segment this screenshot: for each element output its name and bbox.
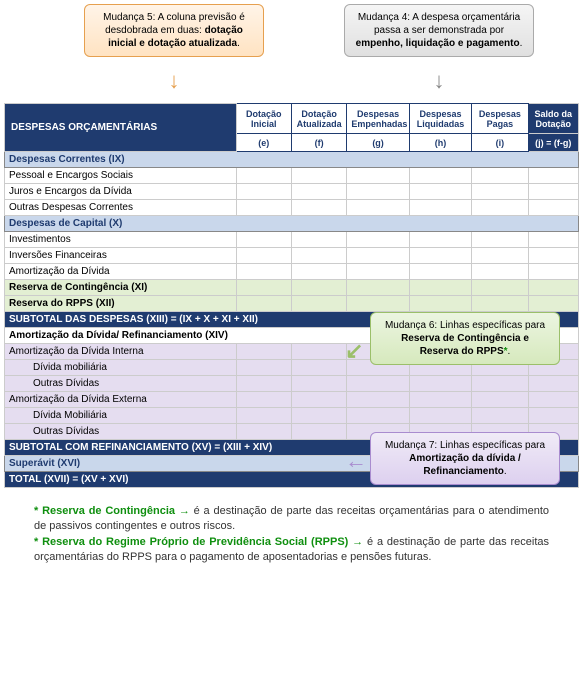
- header-row: DESPESAS ORÇAMENTÁRIAS Dotação Inicial D…: [5, 104, 579, 134]
- table-row: Pessoal e Encargos Sociais: [5, 168, 579, 184]
- callout-mudanca7: Mudança 7: Linhas específicas para Amort…: [370, 432, 560, 485]
- col-g-title: Despesas Empenhadas: [347, 104, 409, 134]
- footnote1-term: * Reserva de Contingência: [34, 505, 175, 517]
- row-reserva-contingencia: Reserva de Contingência (XI): [5, 280, 579, 296]
- footnotes: * Reserva de Contingência → é a destinaç…: [4, 488, 579, 576]
- arrow-left-icon: ↙: [345, 337, 363, 366]
- col-f-sub: (f): [291, 134, 346, 152]
- arrow-down-icon: ↓: [434, 67, 445, 96]
- col-i-title: Despesas Pagas: [472, 104, 528, 134]
- arrow-down-icon: ↓: [169, 67, 180, 96]
- col-h-title: Despesas Liquidadas: [409, 104, 471, 134]
- callout-mudanca4: Mudança 4: A despesa orçamentária passa …: [344, 4, 534, 57]
- arrow-right-icon: →: [352, 536, 363, 548]
- callout4-bold: empenho, liquidação e pagamento: [356, 38, 520, 49]
- footnote-2: * Reserva do Regime Próprio de Previdênc…: [34, 535, 549, 566]
- callout-mudanca5: Mudança 5: A coluna previsão é desdobrad…: [84, 4, 264, 57]
- callout-mudanca6: Mudança 6: Linhas específicas para Reser…: [370, 312, 560, 365]
- col-j-title: Saldo da Dotação: [528, 104, 578, 134]
- row-reserva-rpps: Reserva do RPPS (XII): [5, 296, 579, 312]
- table-row: Juros e Encargos da Dívida: [5, 184, 579, 200]
- col-h-sub: (h): [409, 134, 471, 152]
- table-row: Dívida Mobiliária: [5, 408, 579, 424]
- section-correntes: Despesas Correntes (IX): [5, 152, 579, 168]
- despesas-table: DESPESAS ORÇAMENTÁRIAS Dotação Inicial D…: [4, 103, 579, 488]
- table-row: Outras Despesas Correntes: [5, 200, 579, 216]
- col-j-sub: (j) = (f-g): [528, 134, 578, 152]
- col-g-sub: (g): [347, 134, 409, 152]
- table-row: Investimentos: [5, 232, 579, 248]
- col-e-title: Dotação Inicial: [236, 104, 291, 134]
- section-capital: Despesas de Capital (X): [5, 216, 579, 232]
- table-row: Amortização da Dívida Externa: [5, 392, 579, 408]
- table-row: Amortização da Dívida: [5, 264, 579, 280]
- col-e-sub: (e): [236, 134, 291, 152]
- col-i-sub: (i): [472, 134, 528, 152]
- table-row: Inversões Financeiras: [5, 248, 579, 264]
- top-callouts: Mudança 5: A coluna previsão é desdobrad…: [4, 4, 579, 63]
- arrow-right-icon: →: [179, 505, 190, 517]
- header-main: DESPESAS ORÇAMENTÁRIAS: [5, 104, 237, 152]
- arrow-left-icon: ←: [345, 447, 367, 476]
- callout6-text: Mudança 6: Linhas específicas para: [385, 320, 545, 331]
- callout4-text: Mudança 4: A despesa orçamentária passa …: [358, 12, 520, 36]
- col-f-title: Dotação Atualizada: [291, 104, 346, 134]
- footnote-1: * Reserva de Contingência → é a destinaç…: [34, 504, 549, 535]
- footnote2-term: * Reserva do Regime Próprio de Previdênc…: [34, 536, 348, 548]
- table-row: Outras Dívidas: [5, 376, 579, 392]
- callout7-text: Mudança 7: Linhas específicas para: [385, 440, 545, 451]
